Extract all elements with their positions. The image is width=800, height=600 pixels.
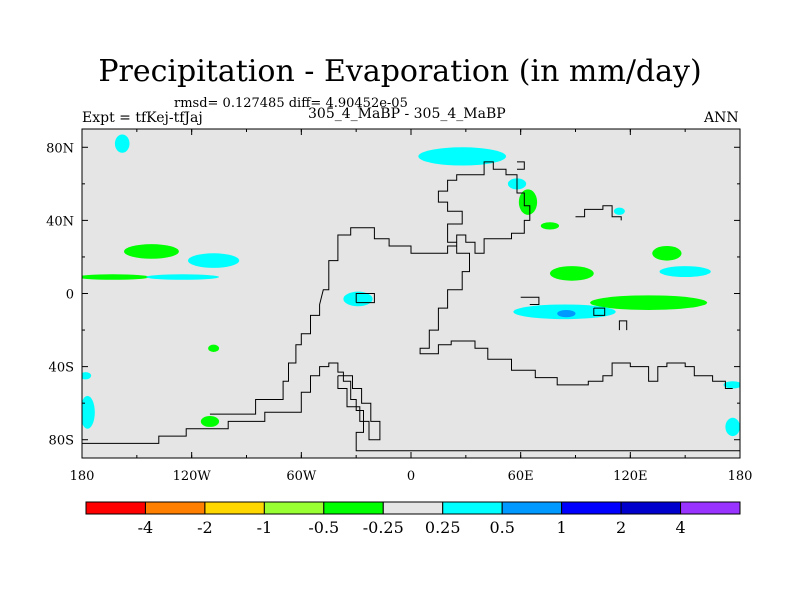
coastline	[520, 296, 540, 305]
colorbar-swatch	[382, 501, 444, 515]
anomaly-patch	[659, 266, 711, 278]
colorbar-label: 0.25	[425, 518, 461, 537]
coastline	[593, 307, 606, 316]
x-tick-label: 120W	[173, 469, 212, 484]
anomaly-patch	[145, 274, 220, 280]
y-tick-label: 40N	[46, 214, 74, 229]
colorbar-label: 2	[616, 518, 626, 537]
x-tick-label: 60W	[286, 469, 317, 484]
colorbar: -4 -2 -1 -0.5 -0.25 0.25 0.5 1 2 4	[85, 501, 741, 537]
anomaly-patch	[540, 222, 560, 230]
anomaly-patch	[208, 344, 220, 352]
stats-line: rmsd= 0.127485 diff= 4.90452e-05	[174, 96, 408, 111]
plot-background	[82, 129, 740, 458]
x-tick-label: 180	[728, 469, 753, 484]
anomaly-patch	[200, 415, 220, 427]
y-tick-label: 0	[66, 288, 74, 303]
season-label: ANN	[704, 110, 739, 126]
colorbar-label: -0.5	[308, 518, 339, 537]
axis-ticks: 180 120W 60W 0 60E 120E 180 80N 40N 0 40S 80S	[46, 129, 752, 484]
anomaly-patch	[418, 147, 507, 166]
coastline	[82, 362, 740, 452]
coastline	[209, 161, 733, 415]
x-tick-label: 180	[70, 469, 95, 484]
colorbar-swatch	[263, 501, 325, 515]
colorbar-swatch	[204, 501, 265, 515]
anomaly-patch	[82, 372, 92, 380]
x-tick-label: 60E	[508, 469, 534, 484]
colorbar-swatch	[323, 501, 384, 515]
colorbar-swatch	[442, 501, 503, 515]
anomaly-patch	[723, 381, 740, 389]
x-tick-label: 0	[407, 469, 415, 484]
anomaly-patch	[82, 395, 95, 429]
anomaly-patch	[82, 274, 150, 280]
anomaly-patch	[613, 207, 625, 215]
anomaly-patch	[124, 244, 179, 259]
colorbar-label: 0.5	[489, 518, 514, 537]
colorbar-label: 4	[675, 518, 685, 537]
coastline-layer	[82, 161, 740, 452]
case-label: 305_4_MaBP - 305_4_MaBP	[308, 106, 506, 122]
colorbar-swatch	[144, 501, 206, 515]
anomaly-patch	[590, 295, 708, 310]
anomaly-patch	[188, 253, 240, 268]
colorbar-swatch	[680, 501, 741, 515]
anomaly-patch	[549, 266, 594, 281]
colorbar-swatch	[85, 501, 146, 515]
y-tick-label: 40S	[49, 361, 74, 376]
colorbar-label: -1	[257, 518, 273, 537]
coastline	[618, 320, 628, 331]
coastline	[355, 293, 375, 304]
y-tick-label: 80N	[46, 141, 74, 156]
colorbar-label: 1	[557, 518, 567, 537]
colorbar-swatch	[620, 501, 682, 515]
expt-label: Expt = tfKej-tfJaj	[82, 110, 203, 126]
chart-title: Precipitation - Evaporation (in mm/day)	[98, 54, 702, 89]
colorbar-swatch	[561, 501, 622, 515]
coastline	[337, 375, 381, 441]
coastline	[517, 161, 525, 170]
anomaly-layer	[82, 134, 740, 437]
anomaly-patch	[518, 189, 538, 215]
coastline	[575, 205, 622, 221]
colorbar-label: -0.25	[363, 518, 404, 537]
x-tick-label: 120E	[613, 469, 647, 484]
colorbar-label: -2	[197, 518, 213, 537]
y-tick-label: 80S	[49, 434, 74, 449]
anomaly-patch	[652, 245, 682, 261]
colorbar-swatch	[501, 501, 563, 515]
anomaly-patch	[725, 417, 740, 437]
anomaly-patch	[557, 309, 576, 318]
colorbar-label: -4	[138, 518, 154, 537]
anomaly-patch	[114, 134, 130, 153]
